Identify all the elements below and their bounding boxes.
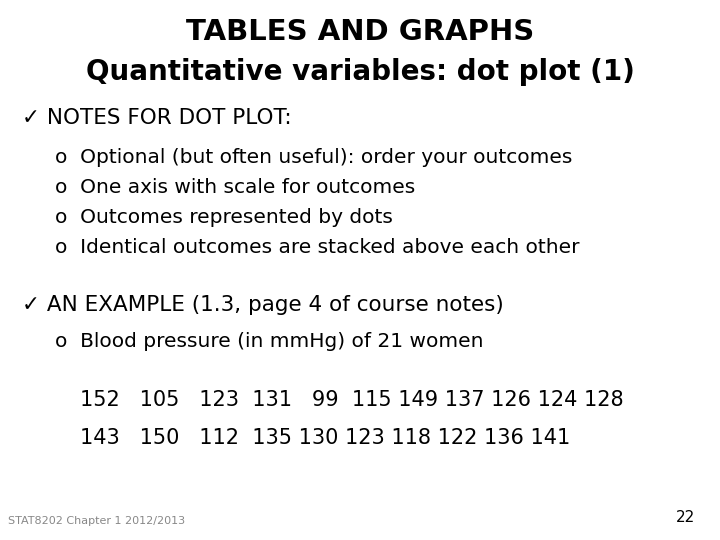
Text: 152   105   123  131   99  115 149 137 126 124 128: 152 105 123 131 99 115 149 137 126 124 1… (80, 390, 624, 410)
Text: o  One axis with scale for outcomes: o One axis with scale for outcomes (55, 178, 415, 197)
Text: STAT8202 Chapter 1 2012/2013: STAT8202 Chapter 1 2012/2013 (8, 516, 185, 526)
Text: o  Outcomes represented by dots: o Outcomes represented by dots (55, 208, 393, 227)
Text: o  Optional (but often useful): order your outcomes: o Optional (but often useful): order you… (55, 148, 572, 167)
Text: 143   150   112  135 130 123 118 122 136 141: 143 150 112 135 130 123 118 122 136 141 (80, 428, 570, 448)
Text: TABLES AND GRAPHS: TABLES AND GRAPHS (186, 18, 534, 46)
Text: 22: 22 (676, 510, 695, 525)
Text: ✓ AN EXAMPLE (1.3, page 4 of course notes): ✓ AN EXAMPLE (1.3, page 4 of course note… (22, 295, 504, 315)
Text: Quantitative variables: dot plot (1): Quantitative variables: dot plot (1) (86, 58, 634, 86)
Text: o  Blood pressure (in mmHg) of 21 women: o Blood pressure (in mmHg) of 21 women (55, 332, 484, 351)
Text: ✓ NOTES FOR DOT PLOT:: ✓ NOTES FOR DOT PLOT: (22, 108, 292, 128)
Text: o  Identical outcomes are stacked above each other: o Identical outcomes are stacked above e… (55, 238, 580, 257)
